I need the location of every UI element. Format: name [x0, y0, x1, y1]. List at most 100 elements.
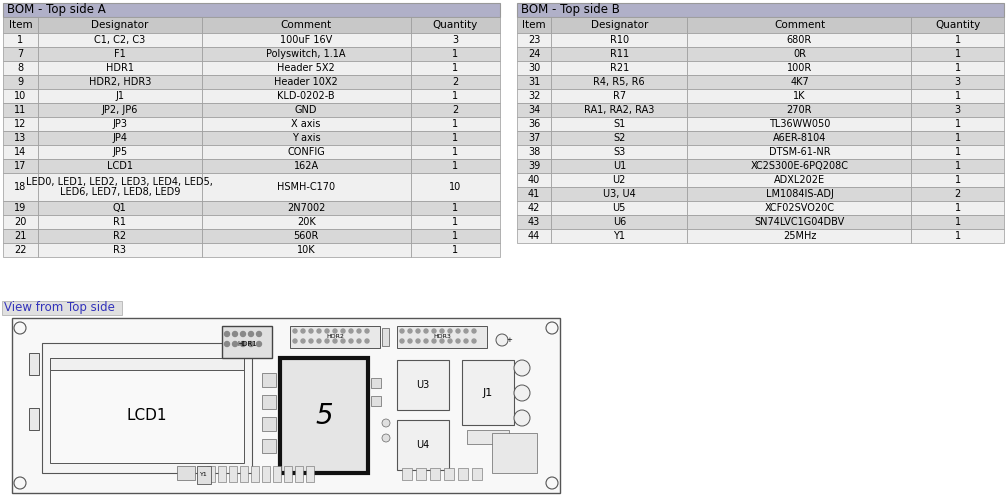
Circle shape [14, 477, 26, 489]
Text: 270R: 270R [786, 105, 813, 115]
Bar [517, 131, 551, 145]
Text: U4: U4 [416, 440, 430, 450]
Text: 20: 20 [14, 217, 26, 227]
Circle shape [341, 329, 345, 333]
Text: Y axis: Y axis [292, 133, 320, 143]
Bar [201, 215, 411, 229]
Bar [3, 229, 38, 243]
Text: 100uF 16V: 100uF 16V [280, 35, 332, 45]
Bar [472, 468, 482, 480]
Bar [201, 131, 411, 145]
Bar [688, 75, 911, 89]
Bar [3, 33, 38, 47]
Circle shape [309, 329, 313, 333]
Circle shape [365, 329, 369, 333]
Text: F1: F1 [114, 49, 126, 59]
Circle shape [424, 329, 428, 333]
Bar [251, 466, 259, 482]
Text: BOM - Top side A: BOM - Top side A [7, 4, 106, 16]
Text: 17: 17 [14, 161, 26, 171]
Bar [201, 117, 411, 131]
Bar [38, 75, 201, 89]
Bar [444, 468, 454, 480]
Text: 24: 24 [528, 49, 540, 59]
Bar [551, 173, 688, 187]
Bar [397, 360, 449, 410]
Bar [411, 145, 500, 159]
Bar [306, 466, 314, 482]
Text: LED0, LED1, LED2, LED3, LED4, LED5,: LED0, LED1, LED2, LED3, LED4, LED5, [26, 178, 213, 188]
Circle shape [456, 339, 460, 343]
Bar [411, 131, 500, 145]
Bar [688, 17, 911, 33]
Text: 1: 1 [955, 49, 961, 59]
Circle shape [416, 329, 420, 333]
Text: 1K: 1K [794, 91, 806, 101]
Bar [411, 33, 500, 47]
Text: S3: S3 [613, 147, 625, 157]
Text: 10: 10 [14, 91, 26, 101]
Bar [911, 215, 1004, 229]
Text: 31: 31 [528, 77, 540, 87]
Circle shape [349, 329, 353, 333]
Bar [411, 17, 500, 33]
Bar [201, 103, 411, 117]
Bar [411, 47, 500, 61]
Text: Comment: Comment [281, 20, 331, 30]
Bar [402, 468, 412, 480]
Text: Designator: Designator [91, 20, 148, 30]
Text: 560R: 560R [293, 231, 319, 241]
Bar [551, 159, 688, 173]
Text: Q1: Q1 [113, 203, 127, 213]
Circle shape [514, 360, 530, 376]
Text: 1: 1 [17, 35, 23, 45]
Bar [218, 466, 226, 482]
Bar [273, 466, 281, 482]
Text: 2: 2 [452, 105, 458, 115]
Bar [411, 173, 500, 201]
Text: 2: 2 [452, 77, 458, 87]
Bar [688, 61, 911, 75]
Bar [38, 243, 201, 257]
Text: 1: 1 [452, 49, 458, 59]
Bar [207, 466, 215, 482]
Bar [551, 145, 688, 159]
Text: 11: 11 [14, 105, 26, 115]
Text: 680R: 680R [786, 35, 812, 45]
Bar [262, 373, 276, 387]
Bar [50, 358, 244, 370]
Circle shape [349, 339, 353, 343]
Text: 1: 1 [452, 133, 458, 143]
Circle shape [456, 329, 460, 333]
Text: R1: R1 [114, 217, 126, 227]
Text: 25MHz: 25MHz [782, 231, 816, 241]
Text: 7: 7 [17, 49, 23, 59]
Bar [551, 131, 688, 145]
Circle shape [400, 329, 404, 333]
Text: U3, U4: U3, U4 [603, 189, 635, 199]
Circle shape [448, 339, 452, 343]
Bar [551, 75, 688, 89]
Text: R11: R11 [609, 49, 628, 59]
Bar [295, 466, 303, 482]
Bar [38, 17, 201, 33]
Bar [38, 145, 201, 159]
Text: 1: 1 [955, 161, 961, 171]
Bar [517, 173, 551, 187]
Text: S1: S1 [613, 119, 625, 129]
Bar [3, 131, 38, 145]
Circle shape [241, 342, 246, 346]
Bar [911, 17, 1004, 33]
Circle shape [365, 339, 369, 343]
Bar [262, 466, 270, 482]
Bar [551, 215, 688, 229]
Text: LM1084IS-ADJ: LM1084IS-ADJ [765, 189, 834, 199]
Text: JP4: JP4 [113, 133, 127, 143]
Text: SN74LVC1G04DBV: SN74LVC1G04DBV [754, 217, 845, 227]
Text: Item: Item [523, 20, 546, 30]
Text: J1: J1 [115, 91, 124, 101]
Bar [517, 159, 551, 173]
Circle shape [416, 339, 420, 343]
Text: KLD-0202-B: KLD-0202-B [277, 91, 335, 101]
Circle shape [432, 339, 436, 343]
